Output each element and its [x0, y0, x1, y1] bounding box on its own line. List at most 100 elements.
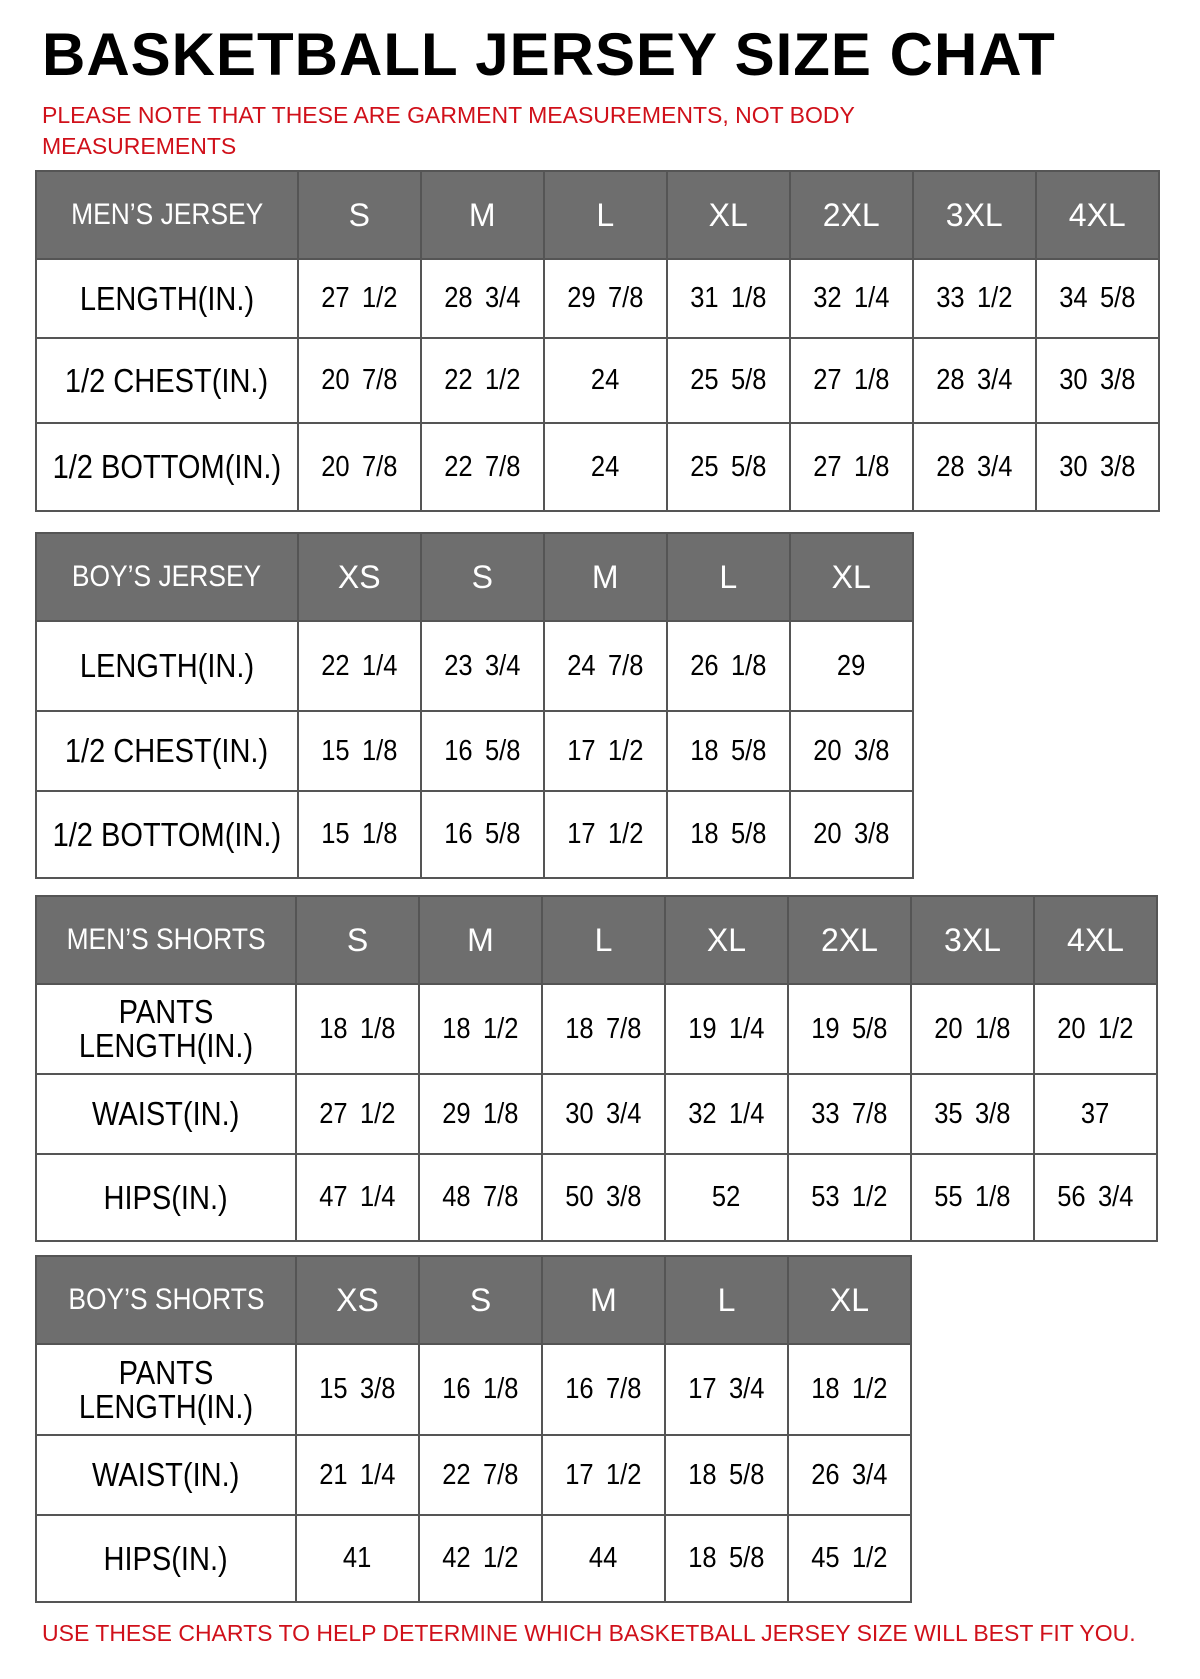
measurement-value: 50 3/8: [541, 1153, 666, 1242]
measurement-value-text: 18 7/8: [565, 1012, 642, 1045]
measurement-value: 33 7/8: [787, 1073, 912, 1155]
measurement-label-text: HIPS(IN.): [103, 1178, 229, 1216]
measurement-value-text: 37: [1081, 1097, 1110, 1130]
measurement-value-text: 22 7/8: [444, 450, 521, 483]
size-header: XS: [295, 1255, 420, 1345]
measurement-value: 27 1/8: [788, 337, 914, 424]
measurement-value: 18 5/8: [664, 1434, 789, 1516]
table-heading: BOY’S SHORTS: [35, 1255, 297, 1345]
measurement-value-text: 17 3/4: [688, 1373, 765, 1405]
measurement-value-text: 44: [589, 1542, 618, 1574]
measurement-value: 24: [542, 337, 668, 424]
measurement-value: 16 5/8: [419, 790, 545, 879]
size-header: L: [665, 532, 791, 622]
measurement-value-text: 15 3/8: [319, 1373, 396, 1405]
measurement-value-text: 24: [591, 450, 620, 483]
measurement-value-text: 23 3/4: [444, 649, 521, 682]
measurement-value: 19 1/4: [664, 983, 789, 1075]
measurement-value: 53 1/2: [787, 1153, 912, 1242]
garment-note: PLEASE NOTE THAT THESE ARE GARMENT MEASU…: [42, 102, 855, 159]
measurement-value: 20 7/8: [296, 422, 422, 512]
measurement-value: 18 1/2: [787, 1343, 912, 1436]
measurement-value: 44: [541, 1514, 666, 1603]
boys-shorts-table: BOY’S SHORTS XS S M L XL PANTS LENGTH(IN.) 15 3…: [35, 1255, 912, 1603]
measurement-value-text: 18 5/8: [690, 818, 767, 850]
mens-shorts-table: MEN’S SHORTS S M L XL 2XL 3XL 4XL PANTS LENGTH(I…: [35, 895, 1158, 1242]
measurement-value-text: 32 1/4: [813, 282, 890, 314]
table-row: PANTS LENGTH(IN.) 15 3/8 16 1/8 16 7/8 17 3/…: [35, 1343, 912, 1436]
measurement-value-text: 48 7/8: [442, 1181, 519, 1213]
measurement-value: 25 5/8: [665, 422, 791, 512]
measurement-value: 28 3/4: [911, 422, 1037, 512]
table-heading-text: BOY’S SHORTS: [67, 1283, 265, 1316]
mens-jersey-table: MEN’S JERSEY S M L XL 2XL 3XL 4XL LENGTH(IN.) 27 …: [35, 170, 1160, 512]
measurement-value: 19 5/8: [787, 983, 912, 1075]
measurement-value: 17 1/2: [542, 710, 668, 792]
table-heading-text: BOY’S JERSEY: [72, 560, 262, 593]
table-heading-text: MEN’S SHORTS: [66, 923, 266, 956]
measurement-value-text: 20 3/8: [813, 818, 890, 850]
measurement-value: 55 1/8: [910, 1153, 1035, 1242]
table-row: 1/2 BOTTOM(IN.) 15 1/8 16 5/8 17 1/2 18 5/8 2…: [35, 790, 914, 879]
measurement-label: HIPS(IN.): [35, 1153, 297, 1242]
size-header: S: [295, 895, 420, 985]
measurement-value-text: 33 1/2: [936, 282, 1013, 314]
table-heading: BOY’S JERSEY: [35, 532, 299, 622]
measurement-value-text: 20 7/8: [321, 364, 398, 396]
table-heading: MEN’S JERSEY: [35, 170, 299, 260]
measurement-value: 30 3/8: [1034, 422, 1160, 512]
measurement-value: 27 1/2: [295, 1073, 420, 1155]
size-header: L: [664, 1255, 789, 1345]
measurement-value-text: 27 1/2: [319, 1097, 396, 1130]
measurement-value-text: 56 3/4: [1057, 1181, 1134, 1213]
size-header: XL: [788, 532, 914, 622]
measurement-value-text: 27 1/8: [813, 450, 890, 483]
measurement-value: 33 1/2: [911, 258, 1037, 339]
measurement-value-text: 18 1/2: [442, 1012, 519, 1045]
measurement-label-text: WAIST(IN.): [92, 1456, 240, 1493]
measurement-label: 1/2 CHEST(IN.): [35, 337, 299, 424]
measurement-value: 41: [295, 1514, 420, 1603]
measurement-value-text: 29 7/8: [567, 282, 644, 314]
footer-note: USE THESE CHARTS TO HELP DETERMINE WHICH…: [42, 1620, 1136, 1646]
measurement-value-text: 28 3/4: [936, 450, 1013, 483]
measurement-value-text: 33 7/8: [811, 1097, 888, 1130]
measurement-label: WAIST(IN.): [35, 1434, 297, 1516]
measurement-value-text: 16 5/8: [444, 818, 521, 850]
size-header: M: [541, 1255, 666, 1345]
measurement-value-text: 18 5/8: [690, 734, 767, 767]
measurement-label-text: LENGTH(IN.): [79, 279, 254, 317]
measurement-value: 20 3/8: [788, 710, 914, 792]
size-header: L: [542, 170, 668, 260]
measurement-value: 47 1/4: [295, 1153, 420, 1242]
size-header: L: [541, 895, 666, 985]
measurement-label: HIPS(IN.): [35, 1514, 297, 1603]
measurement-value-text: 18 5/8: [688, 1542, 765, 1574]
measurement-value-text: 18 1/8: [319, 1012, 396, 1045]
measurement-value-text: 30 3/4: [565, 1097, 642, 1130]
measurement-value-text: 35 3/8: [934, 1097, 1011, 1130]
measurement-value: 52: [664, 1153, 789, 1242]
measurement-value-text: 18 1/2: [811, 1373, 888, 1405]
boys-jersey-table: BOY’S JERSEY XS S M L XL LENGTH(IN.) 22 1/4 23 3…: [35, 532, 914, 879]
size-header: M: [419, 170, 545, 260]
measurement-value: 20 3/8: [788, 790, 914, 879]
measurement-value: 20 1/8: [910, 983, 1035, 1075]
table-row: PANTS LENGTH(IN.) 18 1/8 18 1/2 18 7/8 19 1/…: [35, 983, 1158, 1075]
measurement-value: 42 1/2: [418, 1514, 543, 1603]
size-header: S: [296, 170, 422, 260]
measurement-value: 26 1/8: [665, 620, 791, 712]
measurement-value-text: 22 7/8: [442, 1458, 519, 1491]
measurement-value-text: 31 1/8: [690, 282, 767, 314]
measurement-value: 30 3/8: [1034, 337, 1160, 424]
measurement-value-text: 30 3/8: [1059, 450, 1136, 483]
table-row: LENGTH(IN.) 22 1/4 23 3/4 24 7/8 26 1/8 29: [35, 620, 914, 712]
measurement-label: 1/2 BOTTOM(IN.): [35, 790, 299, 879]
measurement-value: 17 1/2: [542, 790, 668, 879]
measurement-value-text: 18 5/8: [688, 1458, 765, 1491]
measurement-value: 20 1/2: [1033, 983, 1158, 1075]
table-row: 1/2 CHEST(IN.) 15 1/8 16 5/8 17 1/2 18 5/8 20…: [35, 710, 914, 792]
header-row: BOY’S JERSEY XS S M L XL: [35, 532, 914, 622]
measurement-value-text: 28 3/4: [936, 364, 1013, 396]
header-row: MEN’S JERSEY S M L XL 2XL 3XL 4XL: [35, 170, 1160, 260]
